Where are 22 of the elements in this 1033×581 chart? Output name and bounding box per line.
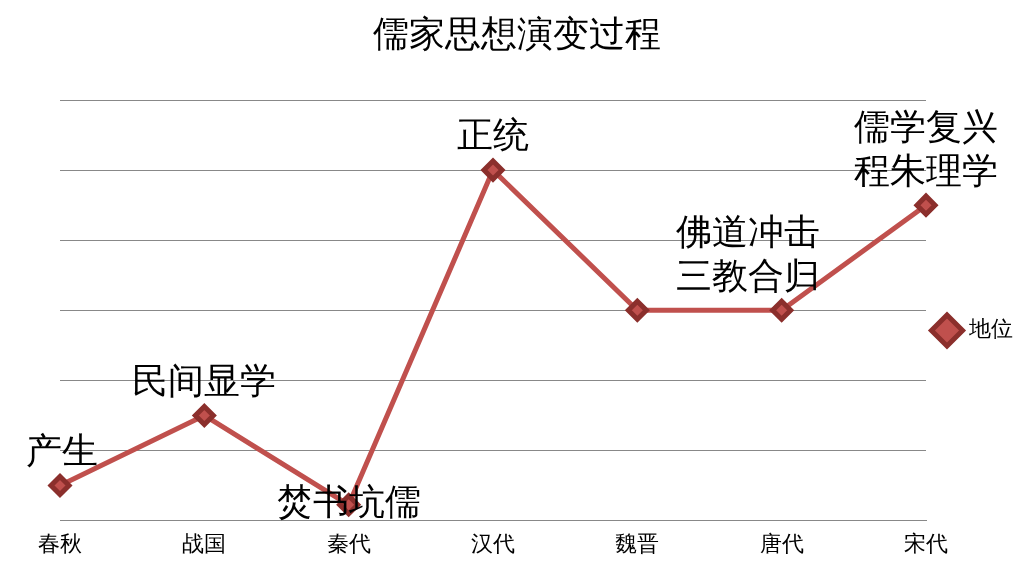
annotation: 程朱理学 <box>854 149 998 191</box>
annotation: 民间显学 <box>132 359 277 401</box>
x-tick-label: 唐代 <box>759 530 804 556</box>
point <box>481 158 505 182</box>
point <box>914 193 938 217</box>
legend-label: 地位 <box>968 316 1013 342</box>
chart-title: 儒家思想演变过程 <box>371 12 662 56</box>
x-tick-label: 春秋 <box>38 530 82 556</box>
x-tick-label: 魏晋 <box>615 530 660 556</box>
annotation: 儒学复兴 <box>854 105 998 147</box>
x-tick-label: 战国 <box>182 530 227 556</box>
annotation: 正统 <box>457 114 529 156</box>
point <box>48 474 72 498</box>
x-tick-label: 汉代 <box>471 530 515 556</box>
annotation: 产生 <box>26 429 98 471</box>
point <box>192 403 216 427</box>
x-tick-label: 宋代 <box>904 530 948 556</box>
point <box>770 298 794 322</box>
x-tick-label: 秦代 <box>326 530 371 556</box>
point <box>625 298 649 322</box>
annotation: 佛道冲击 <box>675 210 820 252</box>
annotation: 三教合归 <box>675 254 820 296</box>
